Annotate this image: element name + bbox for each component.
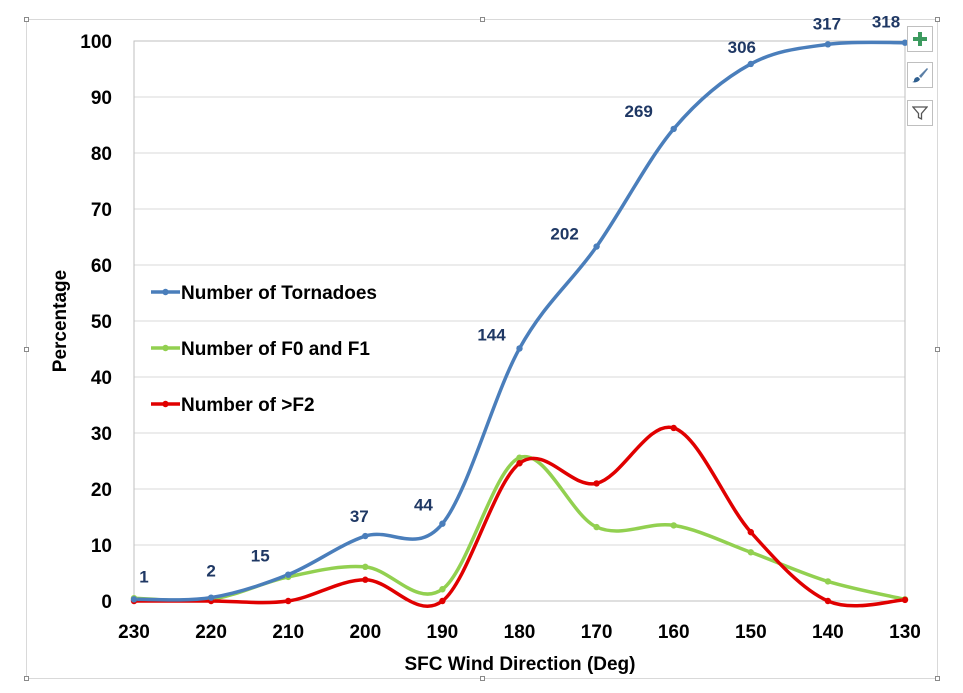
x-tick-label: 180: [504, 622, 536, 643]
series-layer: [133, 40, 906, 608]
data-point: [901, 596, 909, 604]
data-label: 144: [477, 325, 506, 344]
data-label: 1: [139, 567, 148, 586]
data-point: [747, 528, 754, 536]
data-label: 306: [728, 38, 756, 57]
y-tick-label: 0: [101, 592, 112, 613]
legend-label: Number of F0 and F1: [181, 339, 370, 360]
data-point: [362, 532, 369, 540]
data-point: [516, 345, 523, 352]
chart-styles-button[interactable]: [907, 62, 933, 88]
y-tick-label: 20: [91, 480, 112, 501]
data-point: [516, 454, 523, 461]
data-point: [670, 522, 677, 529]
legend-label: Number of Tornadoes: [181, 283, 377, 304]
data-point: [747, 549, 754, 556]
legend-marker: [162, 400, 169, 408]
resize-handle-top-right[interactable]: [935, 17, 940, 22]
data-point: [285, 597, 292, 605]
y-tick-label: 40: [91, 368, 112, 389]
legend: Number of Tornadoes Number of F0 and F1 Nu…: [151, 283, 377, 416]
resize-handle-right[interactable]: [935, 347, 940, 352]
data-label: 269: [625, 102, 653, 121]
data-labels-layer: 1 2 15 37 44 144 202 269 306 317 318: [139, 13, 900, 587]
series-line: [134, 425, 906, 608]
data-label: 202: [550, 225, 578, 244]
x-tick-label: 230: [118, 622, 150, 643]
data-point: [439, 520, 446, 527]
resize-handle-bottom-left[interactable]: [24, 676, 29, 681]
data-point: [516, 460, 523, 467]
resize-handle-top-left[interactable]: [24, 17, 29, 22]
x-axis-title: SFC Wind Direction (Deg): [405, 654, 636, 675]
data-point: [901, 39, 909, 46]
data-point: [439, 586, 446, 593]
legend-label: Number of >F2: [181, 395, 315, 416]
y-axis-title: Percentage: [50, 270, 71, 372]
points-layer: [130, 39, 909, 605]
data-point: [670, 424, 677, 432]
x-tick-label: 140: [812, 622, 844, 643]
y-tick-label: 10: [91, 536, 112, 557]
data-point: [824, 578, 832, 585]
y-tick-label: 70: [91, 200, 112, 221]
data-label: 2: [206, 562, 215, 581]
data-label: 44: [414, 496, 433, 515]
data-point: [207, 594, 215, 601]
chart-filters-button[interactable]: [907, 100, 933, 126]
y-tick-label: 60: [91, 256, 112, 277]
resize-handle-top[interactable]: [480, 17, 485, 22]
data-label: 37: [350, 507, 369, 526]
data-label: 15: [251, 547, 270, 566]
x-axis-ticks: 230 220 210 200 190 180 170 160 150 140 130: [118, 622, 921, 643]
resize-handle-bottom[interactable]: [480, 676, 485, 681]
y-tick-label: 90: [91, 88, 112, 109]
x-tick-label: 150: [735, 622, 767, 643]
x-tick-label: 190: [427, 622, 459, 643]
plot-area-border: [133, 40, 906, 602]
data-point: [593, 523, 600, 531]
x-tick-label: 200: [349, 622, 381, 643]
filter-icon: [912, 106, 928, 121]
resize-handle-left[interactable]: [24, 347, 29, 352]
data-point: [593, 243, 600, 250]
y-tick-label: 50: [91, 312, 112, 333]
data-label: 318: [872, 13, 900, 32]
legend-marker: [162, 344, 169, 352]
chart-elements-button[interactable]: [907, 26, 933, 52]
series-line: [133, 454, 906, 603]
data-point: [285, 571, 292, 578]
data-point: [824, 597, 832, 605]
data-point: [670, 125, 677, 133]
y-tick-label: 80: [91, 144, 112, 165]
plus-icon: [913, 32, 927, 46]
data-point: [362, 563, 369, 571]
y-axis-ticks: 0 10 20 30 40 50 60 70 80 90 100: [80, 32, 112, 613]
x-tick-label: 220: [195, 622, 227, 643]
data-point: [824, 41, 832, 48]
x-tick-label: 160: [658, 622, 690, 643]
y-tick-label: 30: [91, 424, 112, 445]
data-point: [439, 597, 446, 605]
x-tick-label: 210: [272, 622, 304, 643]
resize-handle-bottom-right[interactable]: [935, 676, 940, 681]
x-tick-label: 130: [889, 622, 921, 643]
paintbrush-icon: [912, 68, 928, 83]
data-point: [593, 480, 600, 487]
data-point: [362, 576, 369, 583]
y-tick-label: 100: [80, 32, 112, 53]
legend-marker: [162, 288, 169, 296]
data-point: [747, 60, 754, 68]
data-label: 317: [813, 14, 841, 33]
x-tick-label: 170: [581, 622, 613, 643]
data-point: [130, 596, 138, 603]
gridlines: [134, 96, 905, 546]
